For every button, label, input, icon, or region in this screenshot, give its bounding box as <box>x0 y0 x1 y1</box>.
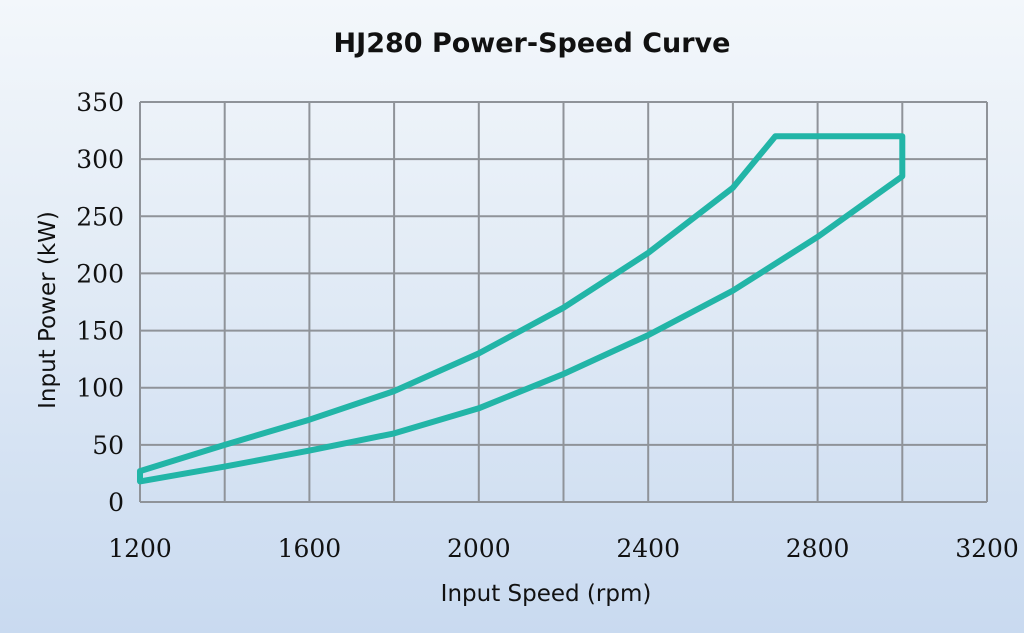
x-tick-label: 1600 <box>278 534 342 563</box>
y-tick-label: 150 <box>76 317 124 346</box>
chart-title: HJ280 Power-Speed Curve <box>334 28 731 59</box>
x-axis-label: Input Speed (rpm) <box>441 581 652 607</box>
y-tick-labels: 0 50 100 150 200 250 300 350 <box>76 88 124 517</box>
y-tick-label: 100 <box>76 374 124 403</box>
x-tick-labels: 1200 1600 2000 2400 2800 3200 <box>108 534 1019 563</box>
y-tick-label: 300 <box>76 145 124 174</box>
x-tick-label: 1200 <box>108 534 172 563</box>
y-tick-label: 0 <box>108 488 124 517</box>
x-tick-label: 2000 <box>447 534 511 563</box>
y-tick-label: 50 <box>92 431 124 460</box>
y-tick-label: 350 <box>76 88 124 117</box>
y-axis-label: Input Power (kW) <box>35 211 61 409</box>
y-tick-label: 200 <box>76 259 124 288</box>
power-speed-envelope-line <box>137 133 906 485</box>
x-tick-label: 2400 <box>616 534 680 563</box>
grid <box>139 101 988 503</box>
series-layer <box>137 133 906 485</box>
y-tick-label: 250 <box>76 202 124 231</box>
x-tick-label: 3200 <box>955 534 1019 563</box>
x-tick-label: 2800 <box>786 534 850 563</box>
